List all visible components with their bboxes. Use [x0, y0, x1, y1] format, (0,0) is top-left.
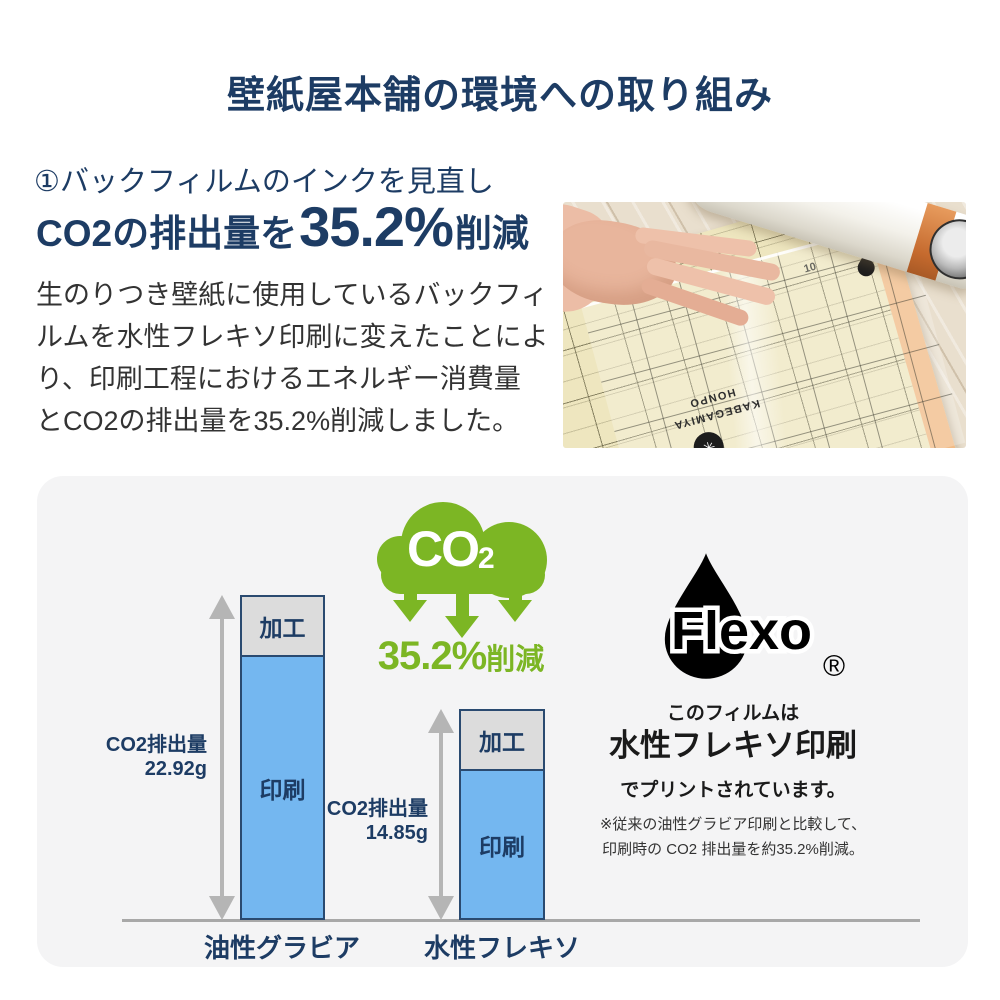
flexo-caption-line2: 水性フレキソ印刷 — [609, 728, 857, 763]
intro-line: 生のりつき壁紙に使用しているバックフィ — [36, 280, 548, 310]
intro-line: とCO2の排出量を35.2%削減しました。 — [36, 406, 520, 436]
measure-arrow-left — [209, 595, 235, 920]
category-oil-gravure: 油性グラビア — [203, 933, 360, 963]
flexo-wordmark: Flexo Flexo — [666, 600, 816, 663]
measure-arrow-right — [428, 709, 454, 920]
co2-headline-value: 35.2% — [299, 195, 454, 258]
co2-headline-suffix: 削減 — [454, 213, 529, 254]
registered-mark: ® — [823, 650, 846, 683]
co2-amount-caption: CO2排出量 — [105, 734, 207, 756]
comparison-panel: CO 2 35.2% 削減 加工 印刷 加工 印刷 CO2排出量 — [37, 476, 968, 967]
co2-amount-value: 22.92g — [144, 758, 207, 781]
photo-film-brand-text: KABEGAMIYA HONPO — [647, 373, 781, 439]
droplet-icon — [664, 553, 748, 679]
flexo-logo: Flexo Flexo ® — [655, 548, 875, 688]
down-arrow-icon — [498, 578, 532, 622]
flexo-footnote-line1: ※従来の油性グラビア印刷と比較して、 — [599, 816, 867, 833]
photo-hand — [563, 202, 803, 342]
intro-paragraph: 生のりつき壁紙に使用しているバックフィ ルムを水性フレキソ印刷に変えたことによ … — [36, 274, 548, 442]
co2-reduction-headline: CO2の排出量を 35.2% 削減 — [36, 195, 529, 258]
segment-label: 加工 — [259, 615, 306, 641]
flexo-footnote-line2: 印刷時の CO2 排出量を約35.2%削減。 — [602, 841, 864, 858]
co2-amount-left: CO2排出量 22.92g — [37, 733, 207, 782]
category-water-flexo: 水性フレキソ — [423, 933, 580, 963]
intro-line: り、印刷工程におけるエネルギー消費量 — [36, 364, 521, 394]
segment-label: 印刷 — [259, 776, 306, 803]
co2-amount-caption: CO2排出量 — [326, 798, 428, 820]
segment-label: 加工 — [479, 729, 525, 755]
chart-axis — [122, 919, 920, 922]
co2-amount-value: 14.85g — [365, 822, 428, 845]
intro-line: ルムを水性フレキソ印刷に変えたことによ — [36, 322, 549, 352]
flexo-caption-line3: でプリントされています。 — [620, 780, 846, 801]
product-photo: 0 10 KABEGAMIYA HONPO ✳ — [563, 202, 966, 448]
co2-amount-right: CO2排出量 14.85g — [258, 797, 428, 846]
reduction-label: 35.2% 削減 — [377, 634, 545, 678]
down-arrow-icon — [393, 578, 427, 622]
bar-oil-gravure: 加工 印刷 — [240, 595, 325, 920]
photo-film-round-logo-icon: ✳ — [690, 428, 728, 448]
page-title: 壁紙屋本舗の環境への取り組み — [226, 75, 773, 117]
segment-label: 印刷 — [479, 833, 525, 860]
co2-headline-prefix: CO2の排出量を — [36, 213, 298, 254]
down-arrow-icon — [445, 582, 479, 638]
flexo-caption-line1: このフィルムは — [666, 703, 800, 724]
section-heading: ①バックフィルムのインクを見直し — [34, 166, 494, 198]
cloud-co2-label: CO 2 — [407, 521, 495, 577]
asterisk-icon: ✳ — [699, 436, 718, 448]
co2-cloud-icon: CO 2 — [377, 500, 549, 642]
bar-water-flexo: 加工 印刷 — [459, 709, 545, 920]
